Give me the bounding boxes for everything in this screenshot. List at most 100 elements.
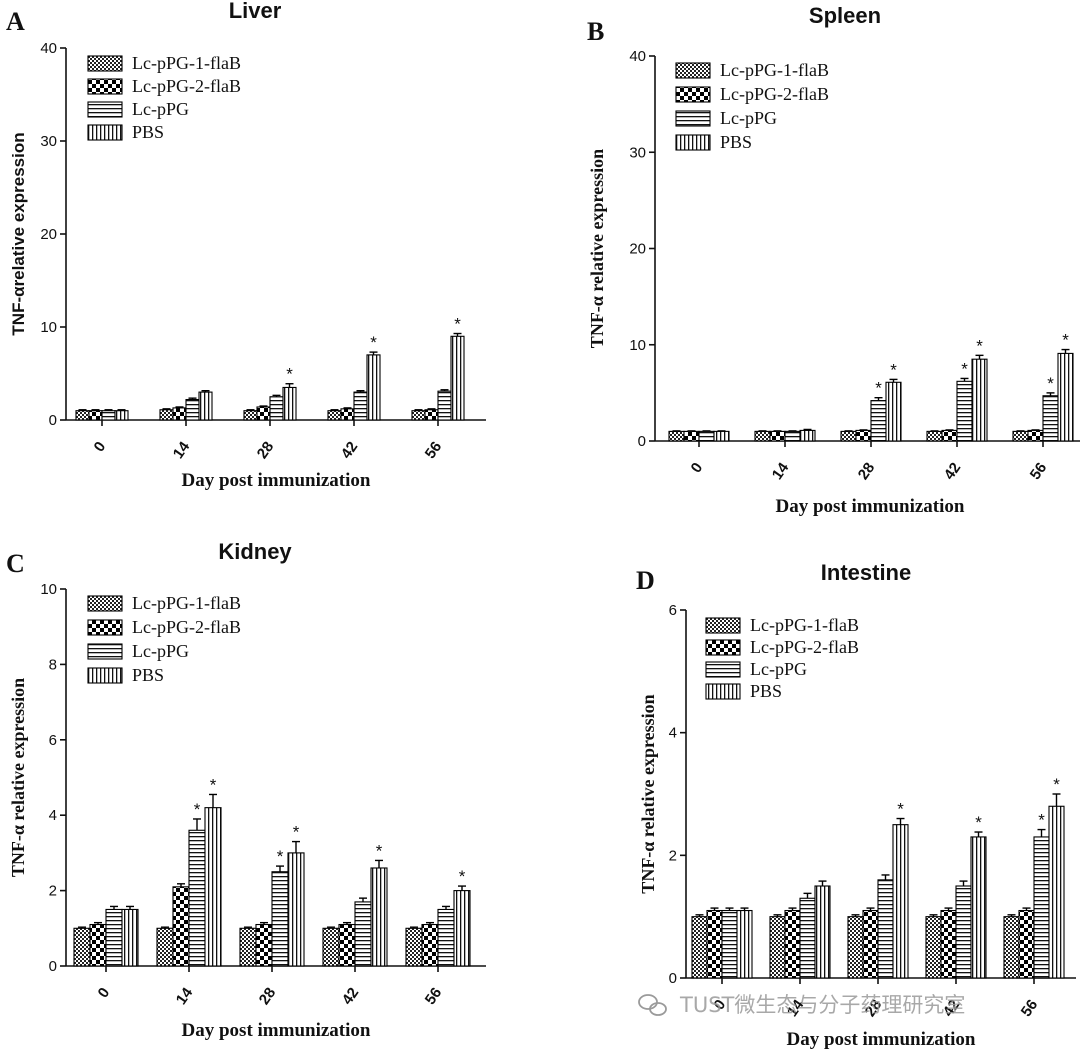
y-tick-label: 0 bbox=[669, 970, 677, 987]
bar bbox=[1057, 352, 1074, 442]
bar bbox=[970, 836, 987, 979]
bar bbox=[1033, 836, 1050, 979]
panel-letter: B bbox=[587, 17, 604, 46]
bar bbox=[366, 354, 381, 421]
y-tick-label: 6 bbox=[49, 732, 57, 749]
bar bbox=[892, 824, 909, 979]
bar bbox=[424, 409, 439, 421]
chart-title: Kidney bbox=[218, 539, 292, 564]
legend-swatch bbox=[675, 86, 711, 103]
bar bbox=[814, 885, 831, 979]
bar bbox=[956, 380, 973, 442]
y-tick-label: 10 bbox=[629, 337, 646, 354]
legend-swatch bbox=[705, 661, 741, 678]
significance-mark: * bbox=[976, 336, 983, 355]
x-tick-label: 0 bbox=[688, 460, 707, 477]
bar bbox=[668, 430, 685, 442]
bar bbox=[784, 909, 801, 979]
x-tick-label: 42 bbox=[941, 460, 964, 483]
bar bbox=[437, 390, 452, 421]
significance-mark: * bbox=[293, 823, 300, 842]
y-tick-label: 30 bbox=[629, 144, 646, 161]
bar bbox=[736, 909, 753, 979]
panel-b: B Spleen 0 10 20 30 40 0 14 * * 28 * * 42 * * 56 Day post … bbox=[587, 3, 1080, 517]
y-axis-label: TNF-αrelative expression bbox=[9, 132, 28, 335]
legend-swatch bbox=[87, 124, 123, 141]
legend-label: Lc-pPG-1-flaB bbox=[750, 615, 859, 635]
bar bbox=[925, 916, 942, 979]
legend-swatch bbox=[87, 101, 123, 118]
bar bbox=[885, 381, 902, 442]
significance-mark: * bbox=[194, 800, 201, 819]
bar bbox=[114, 410, 129, 421]
legend-swatch bbox=[87, 595, 123, 612]
legend-label: Lc-pPG bbox=[720, 108, 777, 128]
y-tick-label: 2 bbox=[49, 883, 57, 900]
bar bbox=[405, 927, 423, 967]
bar bbox=[1027, 429, 1044, 442]
bar bbox=[159, 409, 174, 421]
x-tick-label: 14 bbox=[173, 984, 197, 1008]
x-axis-label: Day post immunization bbox=[182, 470, 371, 491]
x-tick-label: 28 bbox=[256, 985, 279, 1008]
legend-swatch bbox=[675, 110, 711, 127]
bar bbox=[269, 396, 284, 421]
wechat-icon bbox=[638, 994, 667, 1016]
bar bbox=[340, 408, 355, 421]
bar bbox=[847, 916, 864, 979]
significance-mark: * bbox=[286, 365, 293, 384]
bar bbox=[105, 908, 123, 967]
y-tick-label: 4 bbox=[49, 807, 57, 824]
y-tick-label: 4 bbox=[669, 725, 677, 742]
bar bbox=[354, 901, 372, 967]
watermark-text: TUST微生态与分子药理研究室 bbox=[679, 993, 965, 1017]
bar bbox=[282, 386, 297, 421]
legend-label: Lc-pPG-1-flaB bbox=[132, 53, 241, 73]
bar bbox=[156, 927, 174, 967]
panel-letter: D bbox=[636, 566, 655, 595]
bar bbox=[239, 927, 257, 967]
bar bbox=[411, 410, 426, 421]
y-tick-label: 0 bbox=[49, 412, 57, 429]
x-tick-label: 28 bbox=[254, 439, 277, 462]
chart-title: Liver bbox=[229, 0, 282, 23]
legend-label: PBS bbox=[720, 132, 752, 152]
significance-mark: * bbox=[370, 333, 377, 352]
bar bbox=[862, 909, 879, 979]
legend-label: PBS bbox=[132, 665, 164, 685]
bar bbox=[271, 871, 289, 967]
x-tick-label: 28 bbox=[862, 997, 885, 1020]
bar bbox=[75, 410, 90, 421]
significance-mark: * bbox=[890, 360, 897, 379]
bar bbox=[256, 406, 271, 421]
bar bbox=[188, 829, 206, 967]
y-tick-label: 10 bbox=[40, 581, 57, 598]
significance-mark: * bbox=[376, 841, 383, 860]
y-tick-label: 30 bbox=[40, 133, 57, 150]
x-tick-label: 56 bbox=[422, 439, 445, 462]
legend-label: Lc-pPG-2-flaB bbox=[132, 76, 241, 96]
x-tick-label: 42 bbox=[940, 997, 963, 1020]
panel-c: C Kidney 0 2 4 6 8 10 0 * * 14 * * 28 * 42 * 56 Day post im… bbox=[6, 539, 486, 1041]
legend-swatch bbox=[87, 619, 123, 636]
bar bbox=[1012, 430, 1029, 442]
legend-swatch bbox=[705, 639, 741, 656]
bar bbox=[1048, 805, 1065, 979]
bar bbox=[172, 407, 187, 421]
legend-swatch bbox=[705, 683, 741, 700]
x-tick-label: 56 bbox=[422, 985, 445, 1008]
x-tick-label: 56 bbox=[1027, 460, 1050, 483]
legend-swatch bbox=[675, 134, 711, 151]
legend-swatch bbox=[705, 617, 741, 634]
significance-mark: * bbox=[1053, 775, 1060, 794]
significance-mark: * bbox=[1062, 331, 1069, 350]
legend-swatch bbox=[87, 667, 123, 684]
bar bbox=[1018, 909, 1035, 979]
bar bbox=[754, 430, 771, 442]
bar bbox=[255, 923, 273, 967]
bar bbox=[338, 923, 356, 967]
legend-label: Lc-pPG-1-flaB bbox=[132, 593, 241, 613]
bar bbox=[287, 852, 305, 967]
significance-mark: * bbox=[1047, 374, 1054, 393]
bar bbox=[870, 400, 887, 442]
